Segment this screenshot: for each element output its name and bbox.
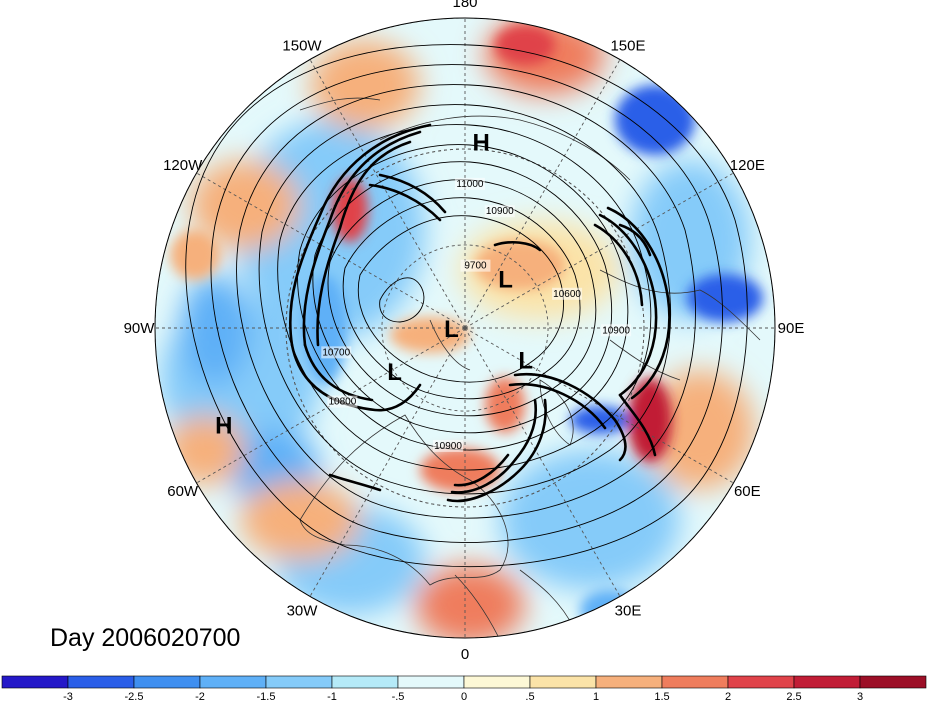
colorbar-bin	[859, 675, 927, 689]
colorbar-bin	[463, 675, 531, 689]
contour-label-text: 10900	[486, 206, 514, 217]
map-boundary	[154, 17, 776, 639]
pressure-center-l-arctic: L	[498, 267, 513, 294]
contour-label-text: 10900	[602, 325, 630, 336]
contour-label-text: 10600	[553, 289, 581, 300]
contour-label: 10600	[552, 287, 583, 300]
colorbar-bin	[133, 675, 201, 689]
colorbar-bin	[661, 675, 729, 689]
colorbar-tick-label: -1	[327, 691, 337, 702]
jet-streaks	[288, 123, 671, 503]
pressure-center-h-pacific: H	[473, 129, 490, 156]
contour-label-text: 10700	[322, 347, 350, 358]
contour-label: 10900	[433, 439, 464, 452]
contour-label: 10800	[327, 395, 358, 408]
contour-label: 10900	[601, 324, 632, 337]
longitude-label-150w: 150W	[282, 38, 322, 55]
longitude-label-30w: 30W	[287, 602, 319, 619]
contour-label-text: 10900	[434, 441, 462, 452]
pressure-center-l-pole: L	[444, 316, 459, 343]
pressure-center-l-siberia: L	[518, 347, 533, 374]
contour-labels: 10900 10600 11000 10900 9700 10900 10800 10700	[321, 177, 632, 452]
longitude-label-120e: 120E	[730, 157, 765, 174]
longitude-label-120w: 120W	[163, 157, 203, 174]
longitude-label-180: 180	[452, 0, 477, 11]
meridian-line	[464, 172, 734, 329]
longitude-label-60e: 60E	[734, 483, 761, 500]
date-title: Day 2006020700	[50, 624, 240, 652]
longitude-label-30e: 30E	[615, 602, 642, 619]
colorbar-tick-label: .5	[525, 691, 534, 702]
colorbar-tick-label: -.5	[392, 691, 405, 702]
contour-label: 10900	[484, 205, 515, 218]
meridian-line	[309, 327, 466, 597]
meridian-line	[464, 327, 734, 484]
colorbar-tick-label: -2	[195, 691, 205, 702]
meridian-line	[309, 59, 466, 329]
longitude-label-60w: 60W	[167, 483, 199, 500]
meridian-line	[464, 327, 621, 597]
longitude-label-0: 0	[461, 646, 469, 663]
graticule	[155, 18, 775, 638]
contour-label: 9700	[460, 259, 491, 272]
colorbar-bin	[199, 675, 267, 689]
map-disk: 109001060011000109009700109001080010700 …	[155, 18, 775, 638]
longitude-label-90e: 90E	[778, 320, 805, 337]
colorbar-tick-label: -1.5	[257, 691, 276, 702]
latitude-circle	[285, 148, 645, 508]
colorbar-bin	[265, 675, 333, 689]
contour-label: 10700	[321, 346, 352, 359]
colorbar-tick-label: 0	[461, 691, 467, 702]
contour-label: 11000	[454, 177, 485, 190]
colorbar-bin	[397, 675, 465, 689]
colorbar-tick-label: 1.5	[654, 691, 669, 702]
longitude-label-90w: 90W	[124, 320, 156, 337]
colorbar-tick-label: -3	[63, 691, 73, 702]
contour-label-text: 9700	[464, 261, 487, 272]
colorbar-bin	[793, 675, 861, 689]
meridian-line	[196, 327, 466, 484]
colorbar-bin	[595, 675, 663, 689]
pressure-center-l-canada: L	[387, 359, 402, 386]
contour-label-text: 10800	[329, 397, 357, 408]
longitude-labels: 90E 60E 30E 0 30W 60W 90W 120W 150W 180 150E 120E	[124, 0, 805, 663]
colorbar-bin	[1, 675, 69, 689]
colorbar-tick-label: 3	[857, 691, 863, 702]
colorbar: -3 -2.5 -2 -1.5 -1 -.5 0 .5 1 1.5 2 2.5 3	[1, 675, 927, 702]
colorbar-bin	[529, 675, 597, 689]
colorbar-bin	[727, 675, 795, 689]
colorbar-bin	[331, 675, 399, 689]
geopotential-contours	[185, 44, 748, 568]
colorbar-tick-label: -2.5	[125, 691, 144, 702]
longitude-label-150e: 150E	[610, 38, 645, 55]
colorbar-bin	[67, 675, 135, 689]
meridian-line	[464, 59, 621, 329]
contour-label-text: 11000	[456, 179, 484, 190]
pressure-centers: H H L L L L	[215, 129, 533, 439]
colorbar-tick-label: 1	[593, 691, 599, 702]
latitude-circle	[381, 244, 549, 412]
colorbar-tick-label: 2.5	[786, 691, 801, 702]
colorbar-tick-label: 2	[725, 691, 731, 702]
meridian-line	[196, 172, 466, 329]
pressure-center-h-atlantic: H	[215, 412, 232, 439]
